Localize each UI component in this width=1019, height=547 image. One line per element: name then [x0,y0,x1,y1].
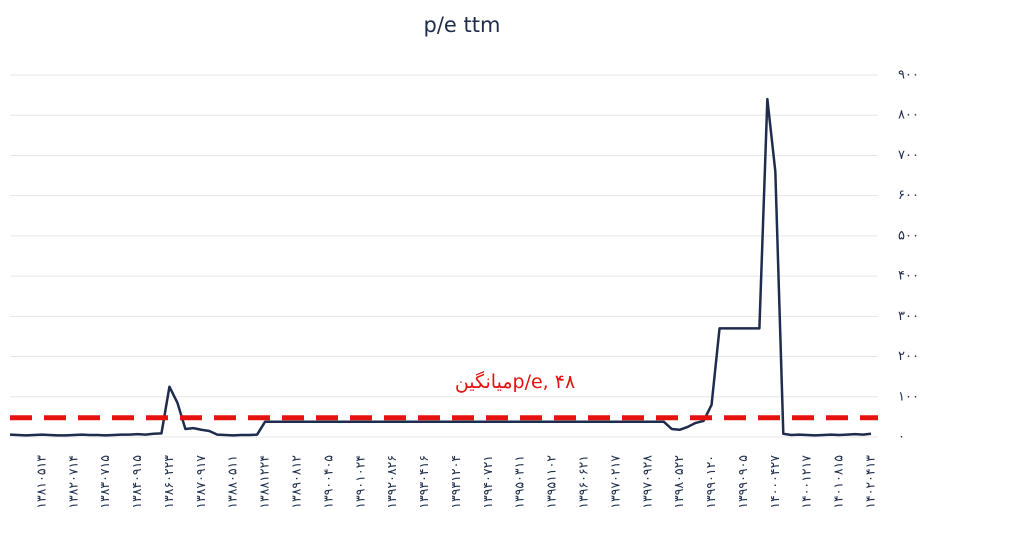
x-tick-label: ۱۳۹۷۰۹۲۸ [639,455,654,509]
line-series [9,97,872,437]
y-tick-label: ۰ [898,430,905,445]
y-tick-label: ۳۰۰ [898,309,919,324]
chart-title: p/e ttm [424,13,501,37]
x-tick-label: ۱۳۸۳۰۷۱۵ [97,455,112,509]
y-tick-label: ۲۰۰ [898,349,919,364]
x-tick-label: ۱۳۸۲۰۷۱۴ [65,455,80,509]
y-tick-label: ۵۰۰ [898,228,919,243]
y-tick-label: ۴۰۰ [898,269,919,284]
x-tick-label: ۱۳۹۹۰۹۰۵ [735,455,750,509]
x-tick-label: ۱۴۰۰۰۴۲۷ [767,455,782,509]
x-tick-label: ۱۴۰۲۰۴۱۳ [863,455,878,509]
x-tick-label: ۱۳۹۵۱۱۰۲ [544,455,559,509]
x-tick-label: ۱۴۰۱۰۸۱۵ [831,455,846,509]
y-tick-label: ۹۰۰ [898,68,919,83]
x-tick-label: ۱۳۹۰۰۴۰۵ [320,455,335,509]
x-tick-label: ۱۳۹۷۰۲۱۷ [607,455,622,509]
x-tick-label: ۱۳۸۴۰۹۱۵ [129,455,144,509]
x-tick-label: ۱۳۹۰۱۰۲۴ [352,455,367,509]
average-label: میانگینp/e, ۴۸ [455,370,575,393]
x-tick-label: ۱۳۹۸۰۵۲۲ [671,455,686,509]
y-tick-label: ۸۰۰ [898,108,919,123]
x-tick-label: ۱۴۰۰۱۲۱۷ [799,455,814,509]
x-tick-label: ۱۳۹۲۰۸۲۶ [384,455,399,509]
x-tick-label: ۱۳۹۴۰۷۲۱ [480,455,495,509]
x-tick-label: ۱۳۹۳۰۴۱۶ [416,455,431,509]
x-tick-label: ۱۳۸۹۰۸۱۲ [289,455,304,509]
x-tick-label: ۱۳۸۸۰۵۱۱ [225,455,240,509]
y-tick-label: ۱۰۰ [898,389,919,404]
x-tick-label: ۱۳۸۷۰۹۱۷ [193,455,208,509]
x-tick-label: ۱۳۹۹۰۱۲۰ [703,455,718,509]
x-tick-label: ۱۳۸۱۰۵۱۳ [33,455,48,509]
x-tick-label: ۱۳۹۳۱۲۰۴ [448,455,463,509]
x-tick-label: ۱۳۸۸۱۲۲۴ [257,455,272,509]
y-tick-label: ۶۰۰ [898,188,919,203]
y-tick-label: ۷۰۰ [898,148,919,163]
x-tick-label: ۱۳۸۶۰۲۲۳ [161,455,176,509]
x-tick-label: ۱۳۹۵۰۳۱۱ [512,455,527,509]
x-tick-label: ۱۳۹۶۰۶۲۱ [576,455,591,509]
